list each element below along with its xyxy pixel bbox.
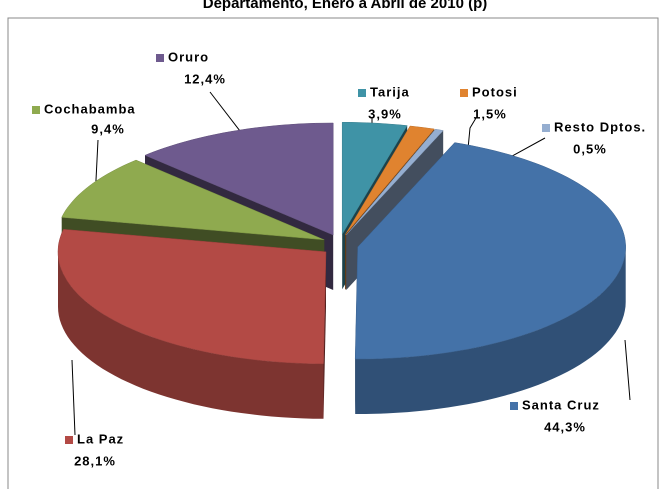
slice-name: La Paz <box>77 431 124 446</box>
labels: Tarija 3,9% Potosi 1,5% Resto Dptos. 0,5% Sant… <box>32 49 646 468</box>
slice-top <box>61 159 325 241</box>
leader-santa-cruz <box>624 339 631 401</box>
slice-name: Resto Dptos. <box>554 119 646 134</box>
chart-title: Departamento, Enero a Abril de 2010 (p) <box>203 0 488 12</box>
slice-top <box>344 125 435 235</box>
slice <box>57 229 327 419</box>
leader-la-paz <box>71 359 76 436</box>
legend-marker <box>510 402 518 410</box>
legend-marker <box>65 436 73 444</box>
slice <box>354 142 626 414</box>
slice-name: Oruro <box>168 49 209 64</box>
slice-value-label: 0,5% <box>573 141 607 156</box>
slice-name: Cochabamba <box>44 101 136 116</box>
slice-name: Tarija <box>370 84 410 99</box>
slice-value-label: 44,3% <box>544 419 586 434</box>
slice-value-label: 9,4% <box>91 121 125 136</box>
slice-top <box>346 128 444 236</box>
legend-marker <box>156 54 164 62</box>
slice-edge <box>58 251 324 419</box>
slice-value-label: 3,9% <box>368 106 402 121</box>
legend-marker <box>32 106 40 114</box>
slice-top <box>144 122 334 236</box>
slice-top <box>341 122 408 236</box>
slice-value-label: 12,4% <box>184 71 226 86</box>
legend-marker <box>358 89 366 97</box>
legend-marker <box>460 89 468 97</box>
pie <box>57 122 626 419</box>
slice-top <box>57 229 327 365</box>
slice-value-label: 1,5% <box>473 106 507 121</box>
slice-name: Potosi <box>472 84 518 99</box>
legend-marker <box>542 124 550 132</box>
slice-edge <box>355 247 626 414</box>
slice-top <box>354 142 626 360</box>
slice-name: Santa Cruz <box>522 397 600 412</box>
slice-value-label: 28,1% <box>74 453 116 468</box>
